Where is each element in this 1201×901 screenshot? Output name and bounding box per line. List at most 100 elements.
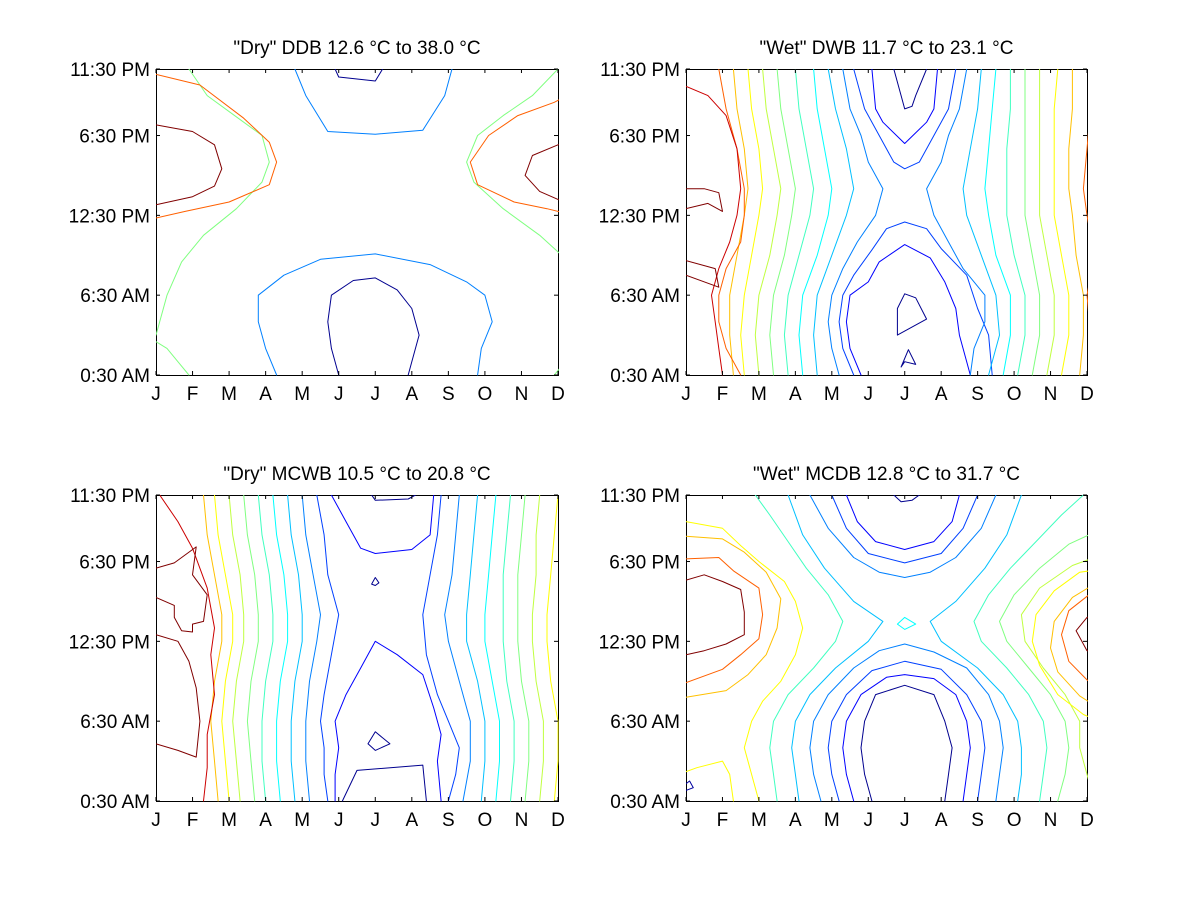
chart-title: "Dry" DDB 12.6 °C to 38.0 °C xyxy=(233,38,480,59)
contour-line-10 xyxy=(287,495,303,802)
contour-line-11 xyxy=(466,495,486,802)
subplot-dry-ddb: "Dry" DDB 12.6 °C to 38.0 °C J F M A M J J A S O N… xyxy=(69,38,565,405)
contour-line-27 xyxy=(686,188,723,212)
axis-ticks: J F M A M J J A S O N D 0:30 AM 6:30 AM 12:30 PM 6:30 P… xyxy=(599,486,1094,831)
y-tick-label: 6:30 PM xyxy=(79,127,150,148)
x-tick-label: O xyxy=(478,810,493,831)
contour-line-20 xyxy=(1053,69,1070,376)
contour-line-22 xyxy=(1061,594,1088,682)
contour-lines xyxy=(686,495,1088,802)
x-tick-label: D xyxy=(1080,384,1094,405)
contour-line-25 xyxy=(686,85,742,376)
contour-line-7 xyxy=(809,495,997,578)
x-tick-label: A xyxy=(789,810,802,831)
y-tick-label: 0:30 AM xyxy=(80,366,150,387)
contour-line-11 xyxy=(798,69,833,376)
contour-line-26 xyxy=(576,701,580,728)
axis-ticks: J F M A M J J A S O N D 0:30 AM 6:30 AM 12:30 PM 6:30 P… xyxy=(599,60,1094,405)
chart-title: "Wet" DWB 11.7 °C to 23.1 °C xyxy=(760,38,1014,59)
contour-line-16 xyxy=(686,521,804,802)
contour-line-17 xyxy=(517,495,530,802)
x-tick-label: M xyxy=(221,384,237,405)
contour-line-0 xyxy=(896,293,928,336)
contour-line-17 xyxy=(754,69,782,376)
contour-line-27 xyxy=(156,546,208,633)
contour-line-6 xyxy=(316,495,340,802)
x-tick-label: S xyxy=(971,810,984,831)
y-tick-label: 6:30 AM xyxy=(610,712,680,733)
subplot-dry-mcwb: "Dry" MCWB 10.5 °C to 20.8 °C J F M A M J J A S O… xyxy=(69,464,580,831)
y-tick-label: 11:30 PM xyxy=(600,486,680,507)
contour-line-15 xyxy=(769,69,796,376)
contour-line-10 xyxy=(962,69,1000,376)
x-tick-label: N xyxy=(515,810,529,831)
contour-line-17 xyxy=(1031,570,1088,717)
y-tick-label: 6:30 AM xyxy=(610,286,680,307)
y-tick-label: 6:30 AM xyxy=(80,712,150,733)
contour-line-14 xyxy=(1020,559,1088,780)
contour-line-7 xyxy=(553,368,559,376)
contour-line-20 xyxy=(214,495,234,802)
contour-line-24 xyxy=(573,582,580,722)
contour-line-0 xyxy=(367,731,391,751)
y-tick-label: 11:30 PM xyxy=(70,486,150,507)
contour-line-1 xyxy=(900,349,917,368)
x-tick-label: O xyxy=(1007,384,1022,405)
contour-line-8 xyxy=(156,73,278,219)
x-tick-label: M xyxy=(294,384,310,405)
x-tick-label: F xyxy=(187,810,199,831)
x-tick-label: N xyxy=(1044,810,1058,831)
chart-title: "Wet" MCDB 12.8 °C to 31.7 °C xyxy=(753,464,1020,485)
contour-line-1 xyxy=(893,495,920,503)
contour-line-19 xyxy=(531,495,544,802)
contour-line-8 xyxy=(301,495,321,802)
contour-line-16 xyxy=(243,495,259,802)
contour-line-18 xyxy=(1039,69,1055,376)
contour-line-24 xyxy=(1075,616,1088,652)
contour-line-13 xyxy=(484,495,500,802)
x-tick-label: F xyxy=(717,810,729,831)
axis-ticks: J F M A M J J A S O N D 0:30 AM 6:30 AM 12:30 PM 6:30 P… xyxy=(69,486,565,831)
contour-line-2 xyxy=(257,253,493,376)
x-tick-label: J xyxy=(864,384,874,405)
y-tick-label: 6:30 AM xyxy=(80,286,150,307)
x-tick-label: A xyxy=(935,384,948,405)
x-tick-label: S xyxy=(442,810,455,831)
contour-line-1 xyxy=(334,69,384,82)
x-tick-label: M xyxy=(751,810,767,831)
contour-line-8 xyxy=(926,69,986,376)
contour-line-21 xyxy=(686,557,764,684)
contour-line-10 xyxy=(156,124,223,206)
contour-line-9 xyxy=(469,99,559,213)
x-tick-label: J xyxy=(681,810,691,831)
contour-lines xyxy=(156,69,559,376)
y-tick-label: 0:30 AM xyxy=(610,792,680,813)
contour-line-23 xyxy=(718,69,745,376)
contour-line-9 xyxy=(444,495,471,802)
contour-line-3 xyxy=(294,69,453,135)
x-tick-label: J xyxy=(900,810,910,831)
y-tick-label: 0:30 AM xyxy=(610,366,680,387)
y-tick-label: 6:30 PM xyxy=(79,553,150,574)
contour-line-9 xyxy=(929,495,1022,802)
x-tick-label: D xyxy=(551,384,565,405)
contour-line-7 xyxy=(422,495,460,802)
contour-line-5 xyxy=(330,495,435,554)
x-tick-label: J xyxy=(371,810,381,831)
x-tick-label: J xyxy=(864,810,874,831)
contour-line-4 xyxy=(871,69,938,144)
contour-line-23 xyxy=(562,495,577,801)
x-tick-label: M xyxy=(824,384,840,405)
y-tick-label: 6:30 PM xyxy=(609,127,680,148)
contour-line-26 xyxy=(1098,136,1109,269)
axis-ticks: J F M A M J J A S O N D 0:30 AM 6:30 AM 12:30 PM 6:30 P… xyxy=(69,60,565,405)
x-tick-label: M xyxy=(294,810,310,831)
contour-line-15 xyxy=(686,760,734,802)
contour-line-25 xyxy=(159,495,215,802)
contour-line-0 xyxy=(327,277,420,376)
contour-line-15 xyxy=(502,495,515,802)
contour-line-4 xyxy=(827,660,986,802)
x-tick-label: A xyxy=(935,810,948,831)
x-tick-label: J xyxy=(900,384,910,405)
contour-line-6 xyxy=(853,69,957,170)
